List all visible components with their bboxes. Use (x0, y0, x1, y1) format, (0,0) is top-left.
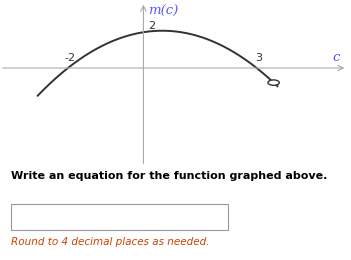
Text: 2: 2 (148, 21, 155, 31)
Text: -2: -2 (64, 53, 75, 63)
Text: c: c (332, 50, 339, 63)
FancyBboxPatch shape (11, 204, 228, 230)
Text: 3: 3 (255, 53, 262, 63)
Text: m(c): m(c) (148, 5, 178, 18)
Circle shape (268, 80, 279, 85)
Text: Write an equation for the function graphed above.: Write an equation for the function graph… (11, 171, 327, 181)
Text: Round to 4 decimal places as needed.: Round to 4 decimal places as needed. (11, 237, 209, 246)
